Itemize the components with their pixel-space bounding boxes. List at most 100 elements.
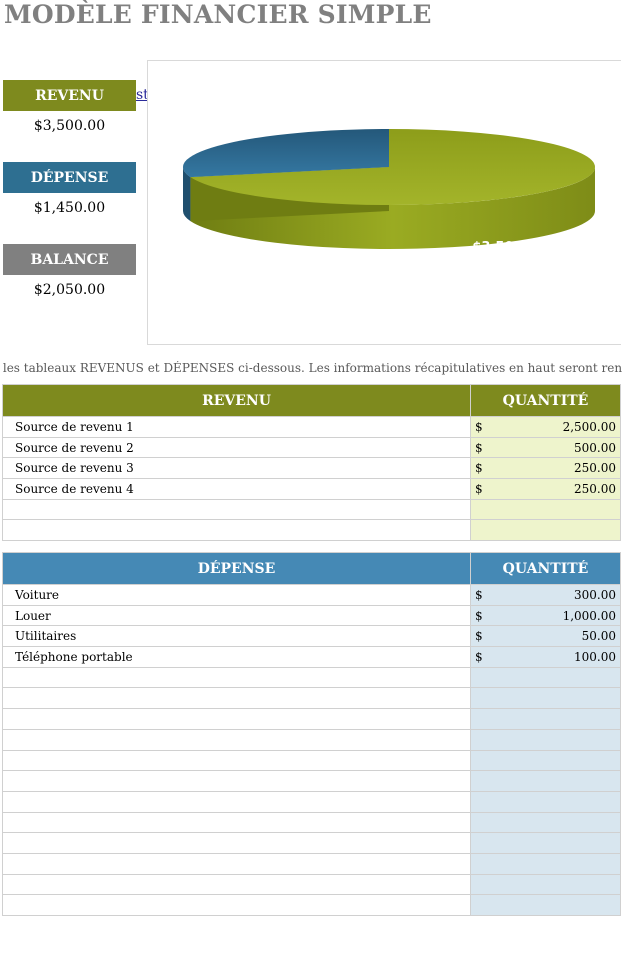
table-row xyxy=(2,894,621,916)
row-label-cell[interactable] xyxy=(2,749,471,772)
row-label-cell[interactable] xyxy=(2,770,471,792)
table-row xyxy=(2,832,621,854)
row-label-cell[interactable] xyxy=(2,728,471,751)
row-amount-cell[interactable]: $2,500.00 xyxy=(470,416,621,438)
row-amount-cell[interactable] xyxy=(470,749,621,772)
table-row: Source de revenu 1 $2,500.00 xyxy=(2,416,621,438)
pie-slice-revenue[interactable] xyxy=(190,129,595,205)
table-row: Source de revenu 3 $250.00 xyxy=(2,457,621,480)
currency-symbol: $ xyxy=(475,419,483,434)
currency-symbol: $ xyxy=(475,440,483,455)
row-amount-cell[interactable] xyxy=(470,790,621,813)
balance-summary-value: $2,050.00 xyxy=(33,282,106,298)
table-row xyxy=(2,749,621,772)
row-amount-cell[interactable]: $300.00 xyxy=(470,584,621,606)
row-amount-cell[interactable] xyxy=(470,770,621,792)
table-row: Louer $1,000.00 xyxy=(2,604,621,627)
expense-table: DÉPENSE QUANTITÉ Voiture $300.00 Louer $1,0… xyxy=(2,552,621,916)
row-label-cell[interactable] xyxy=(2,832,471,854)
table-row xyxy=(2,790,621,813)
row-amount-cell[interactable] xyxy=(470,894,621,916)
row-label-cell[interactable]: Louer xyxy=(2,604,471,627)
row-amount-cell[interactable] xyxy=(470,666,621,689)
revenue-summary-label: REVENU xyxy=(3,80,136,111)
row-amount-cell[interactable] xyxy=(470,811,621,834)
row-amount-cell[interactable] xyxy=(470,498,621,521)
table-row: Utilitaires $50.00 xyxy=(2,625,621,648)
row-label-cell[interactable]: Source de revenu 4 xyxy=(2,478,471,500)
table-row xyxy=(2,519,621,542)
row-label-cell[interactable]: Source de revenu 3 xyxy=(2,457,471,480)
expense-summary-label: DÉPENSE xyxy=(3,162,136,193)
amount-value: 100.00 xyxy=(574,649,616,664)
instructions-text: ans les tableaux REVENUS et DÉPENSES ci-… xyxy=(0,361,622,375)
table-row xyxy=(2,770,621,792)
amount-value: 50.00 xyxy=(581,629,616,644)
row-amount-cell[interactable]: $250.00 xyxy=(470,478,621,500)
row-label-cell[interactable] xyxy=(2,790,471,813)
table-row xyxy=(2,498,621,521)
table-row xyxy=(2,708,621,730)
row-amount-cell[interactable] xyxy=(470,687,621,710)
row-label-cell[interactable]: Utilitaires xyxy=(2,625,471,648)
row-label-cell[interactable]: Source de revenu 2 xyxy=(2,436,471,459)
table-row xyxy=(2,666,621,689)
table-row xyxy=(2,728,621,751)
row-label-cell[interactable] xyxy=(2,811,471,834)
row-label-cell[interactable]: Source de revenu 1 xyxy=(2,416,471,438)
currency-symbol: $ xyxy=(475,649,483,664)
row-label-cell[interactable] xyxy=(2,498,471,521)
revenue-quantity-header: QUANTITÉ xyxy=(470,384,621,417)
currency-symbol: $ xyxy=(475,461,483,476)
currency-symbol: $ xyxy=(475,587,483,602)
row-amount-cell[interactable]: $50.00 xyxy=(470,625,621,648)
row-amount-cell[interactable] xyxy=(470,852,621,875)
amount-value: 250.00 xyxy=(574,461,616,476)
row-label-cell[interactable] xyxy=(2,852,471,875)
row-label-cell[interactable] xyxy=(2,519,471,542)
row-label-cell[interactable] xyxy=(2,687,471,710)
pie-chart[interactable]: $3,500.00 xyxy=(147,60,621,345)
amount-value: 2,500.00 xyxy=(562,419,616,434)
table-row: Source de revenu 2 $500.00 xyxy=(2,436,621,459)
expense-quantity-header: QUANTITÉ xyxy=(470,552,621,585)
table-row xyxy=(2,811,621,834)
row-label-cell[interactable] xyxy=(2,708,471,730)
row-amount-cell[interactable]: $100.00 xyxy=(470,646,621,668)
pie-chart-svg: $3,500.00 xyxy=(183,129,595,255)
pie-slice-side-expense xyxy=(183,167,191,222)
pie-data-label-revenue: $3,500.00 xyxy=(472,240,545,255)
table-row: Téléphone portable $100.00 xyxy=(2,646,621,668)
row-label-cell[interactable] xyxy=(2,666,471,689)
pie-slice-side-revenue xyxy=(190,167,595,250)
table-row xyxy=(2,873,621,896)
revenue-summary-value: $3,500.00 xyxy=(33,118,106,134)
table-row xyxy=(2,852,621,875)
row-amount-cell[interactable] xyxy=(470,708,621,730)
revenue-header: REVENU xyxy=(2,384,471,417)
page-title: MODÈLE FINANCIER SIMPLE xyxy=(4,0,432,29)
row-amount-cell[interactable] xyxy=(470,728,621,751)
pie-slice-expense[interactable] xyxy=(183,129,389,178)
row-label-cell[interactable] xyxy=(2,873,471,896)
row-amount-cell[interactable]: $500.00 xyxy=(470,436,621,459)
row-label-cell[interactable]: Voiture xyxy=(2,584,471,606)
balance-summary-label: BALANCE xyxy=(3,244,136,275)
currency-symbol: $ xyxy=(475,608,483,623)
row-amount-cell[interactable] xyxy=(470,873,621,896)
row-label-cell[interactable] xyxy=(2,894,471,916)
row-amount-cell[interactable]: $250.00 xyxy=(470,457,621,480)
currency-symbol: $ xyxy=(475,481,483,496)
row-amount-cell[interactable] xyxy=(470,519,621,542)
table-row: Voiture $300.00 xyxy=(2,584,621,606)
amount-value: 250.00 xyxy=(574,481,616,496)
table-row: Source de revenu 4 $250.00 xyxy=(2,478,621,500)
hyperlink-fragment[interactable]: ste xyxy=(136,87,148,103)
row-amount-cell[interactable] xyxy=(470,832,621,854)
expense-header: DÉPENSE xyxy=(2,552,471,585)
amount-value: 500.00 xyxy=(574,440,616,455)
currency-symbol: $ xyxy=(475,629,483,644)
expense-summary-value: $1,450.00 xyxy=(33,200,106,216)
row-label-cell[interactable]: Téléphone portable xyxy=(2,646,471,668)
row-amount-cell[interactable]: $1,000.00 xyxy=(470,604,621,627)
